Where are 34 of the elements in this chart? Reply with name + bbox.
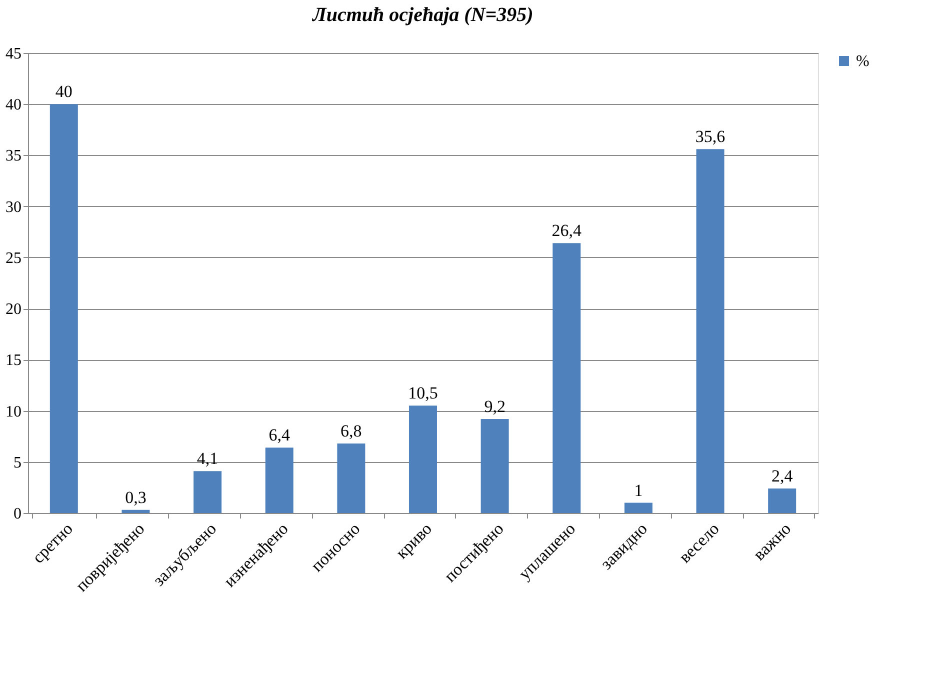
bar	[194, 471, 222, 513]
y-tick-label: 0	[14, 506, 22, 522]
y-tick-label: 30	[6, 198, 22, 216]
text: 40	[55, 82, 72, 102]
y-tick-label: 15	[6, 352, 22, 370]
bar	[265, 448, 294, 513]
text: 9,2	[484, 396, 506, 416]
y-tick-label: 5	[14, 454, 22, 472]
text: 6,8	[340, 421, 362, 440]
y-tick-label: 10	[6, 403, 22, 420]
y-tick-label: 45	[6, 46, 22, 62]
text: 1	[634, 480, 643, 500]
bar	[768, 488, 796, 513]
bar	[50, 104, 78, 513]
bar	[337, 443, 366, 513]
text: 10,5	[408, 384, 438, 403]
text: 26,4	[552, 221, 582, 240]
text: 0,3	[125, 488, 146, 507]
y-tick-label: 20	[6, 301, 22, 318]
chart-title: Листић осјећаја (N=395)	[312, 4, 534, 26]
bar	[696, 149, 724, 513]
bar	[409, 406, 437, 513]
bar	[480, 418, 509, 513]
bar	[122, 510, 150, 513]
y-tick-label: 25	[6, 250, 22, 267]
text: 4,1	[196, 449, 218, 468]
text: 2,4	[771, 466, 793, 486]
legend-label: %	[856, 53, 870, 70]
bar	[624, 502, 652, 513]
text: 6,4	[268, 426, 290, 445]
bar	[552, 243, 581, 513]
y-tick-label: 40	[6, 96, 22, 114]
text: 35,6	[695, 127, 726, 146]
y-tick-label: 35	[6, 148, 22, 165]
